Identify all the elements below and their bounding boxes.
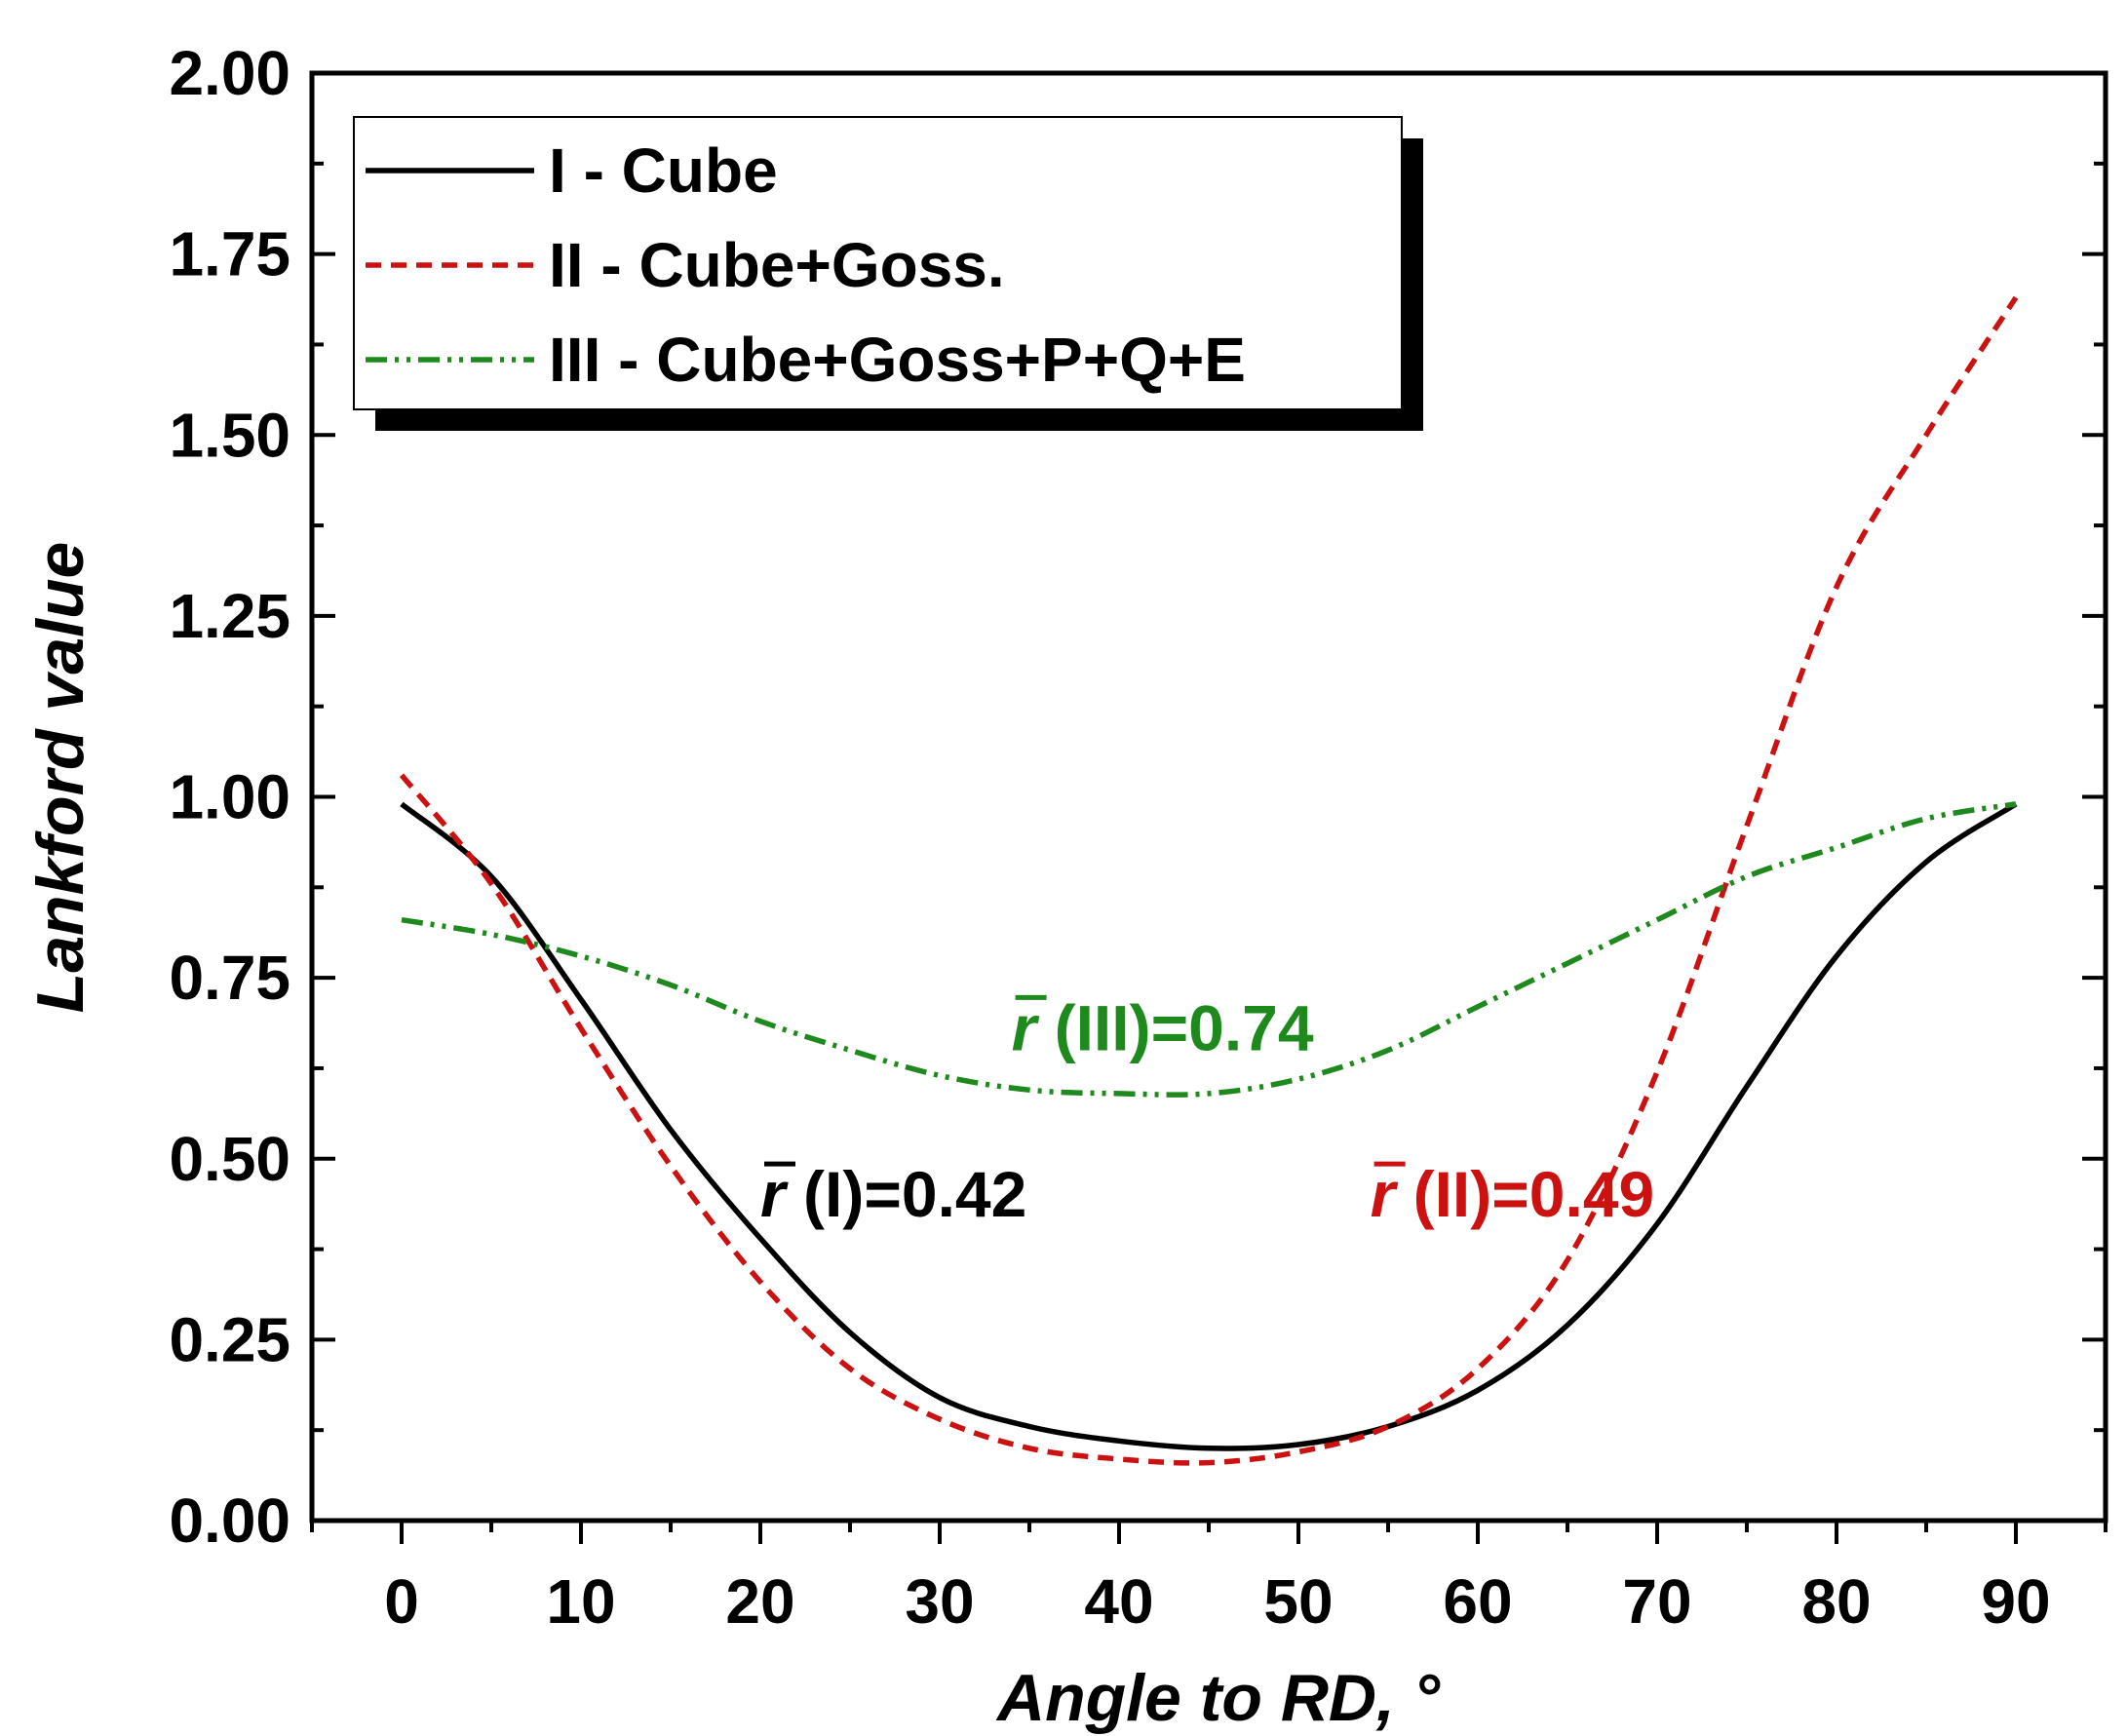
x-tick-label: 60 [1443,1566,1512,1637]
r-bar-annotation: r (III)=0.74 [1012,991,1314,1063]
r-bar-symbol: r [1012,991,1040,1063]
x-tick-label: 80 [1801,1566,1871,1637]
r-bar-value: (III)=0.74 [1036,991,1314,1063]
y-tick-label: 1.75 [169,219,290,289]
x-axis-title: Angle to RD, ° [995,1661,1441,1735]
x-tick-label: 70 [1622,1566,1691,1637]
y-tick-label: 1.50 [169,400,290,470]
x-tick-label: 0 [384,1566,419,1637]
legend-label: III - Cube+Goss+P+Q+E [549,325,1246,395]
annotations: r (I)=0.42 r (II)=0.49r (III)=0.74 [760,991,1654,1230]
x-tick-label: 50 [1263,1566,1333,1637]
series-line-1 [400,801,2018,1451]
x-tick-label: 10 [546,1566,615,1637]
legend: I - Cube II - Cube+Goss. III - Cube+Goss+P… [353,116,1423,431]
legend-label: I - Cube [549,135,778,206]
r-bar-value: (II)=0.49 [1395,1158,1654,1230]
y-axis-title: Lankford value [23,542,97,1014]
legend-label: II - Cube+Goss. [549,230,1005,300]
y-tick-label: 0.25 [169,1304,290,1374]
y-tick-label: 1.00 [169,762,290,832]
y-tick-label: 2.00 [169,38,290,108]
series-line-2 [399,295,2019,1466]
axes-layer: 0.00 0.25 0.50 0.75 1.00 1.25 1.50 1.75 2.00 0 10 2… [169,38,2108,1637]
r-bar-annotation: r (I)=0.42 [760,1158,1026,1230]
y-tick-label: 0.00 [169,1485,290,1556]
y-tick-label: 0.75 [169,943,290,1013]
r-bar-value: (I)=0.42 [786,1158,1027,1230]
r-bar-symbol: r [760,1158,789,1230]
r-bar-symbol: r [1371,1158,1399,1230]
y-tick-label: 1.25 [169,581,290,651]
x-tick-label: 20 [725,1566,794,1637]
x-tick-label: 90 [1981,1566,2050,1637]
series-line-3 [401,801,2017,1098]
y-tick-label: 0.50 [169,1124,290,1194]
series-layer [399,295,2019,1466]
r-bar-annotation: r (II)=0.49 [1371,1158,1655,1230]
x-tick-label: 40 [1084,1566,1153,1637]
x-tick-label: 30 [905,1566,974,1637]
